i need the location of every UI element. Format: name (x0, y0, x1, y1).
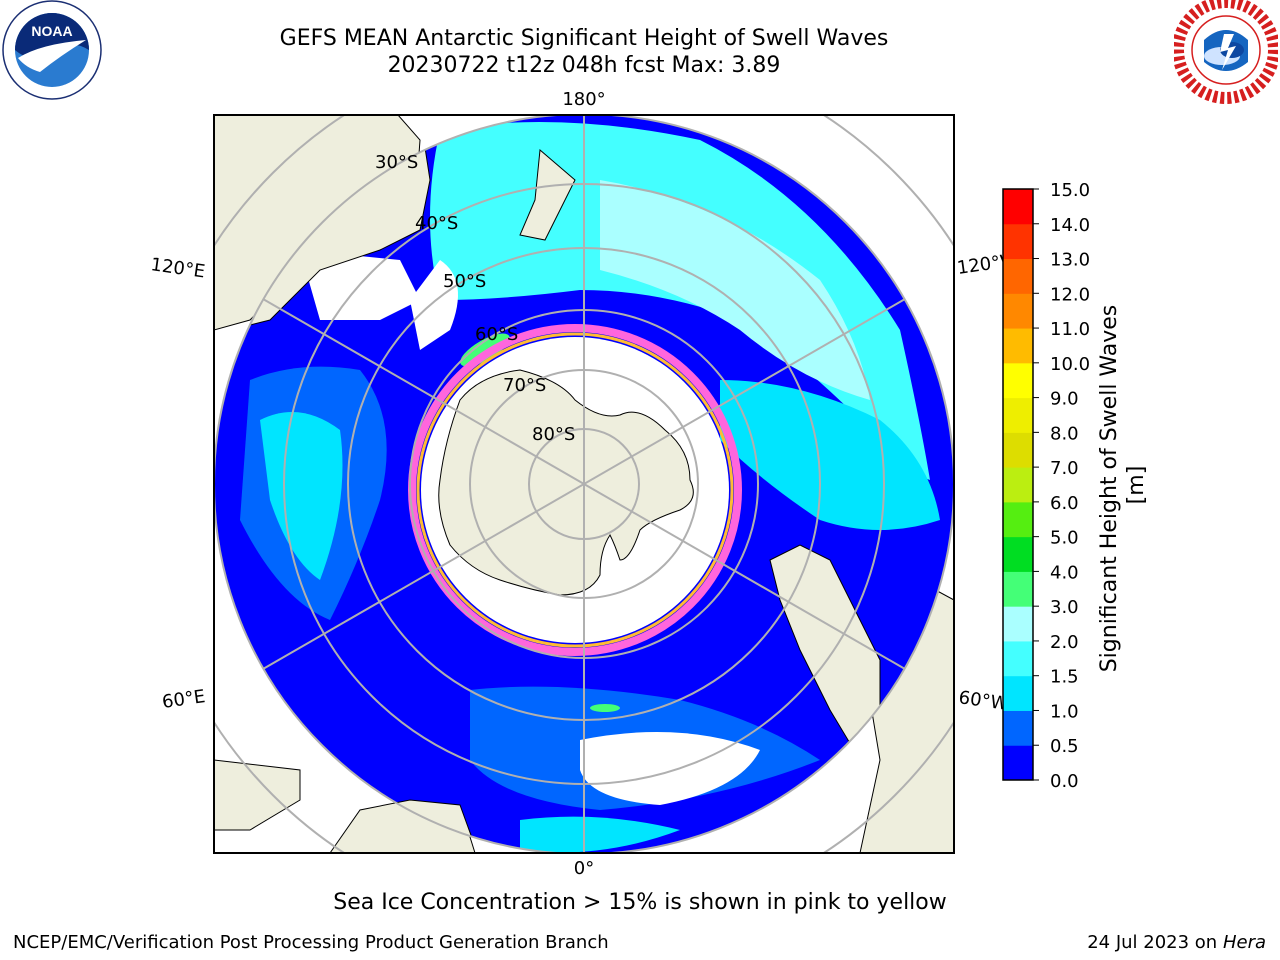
colorbar-swatch (1003, 432, 1033, 468)
colorbar-swatch (1003, 328, 1033, 364)
footer-date-text: 24 Jul 2023 on (1087, 932, 1223, 953)
footer-branch: NCEP/EMC/Verification Post Processing Pr… (13, 932, 609, 953)
colorbar-swatches (1003, 189, 1033, 781)
colorbar-swatch (1003, 710, 1033, 746)
colorbar-swatch (1003, 258, 1033, 294)
title-line-2: 20230722 t12z 048h fcst Max: 3.89 (387, 53, 781, 78)
colorbar-tick-label: 2.0 (1050, 632, 1079, 653)
lat-label-50s: 50°S (443, 271, 486, 292)
colorbar-swatch (1003, 223, 1033, 260)
colorbar-frame (1002, 188, 1034, 781)
colorbar-ticks: 0.0 0.5 1.0 1.5 2.0 3.0 4.0 5.0 6.0 7.0 8.0 9.0 10.0… (1033, 180, 1090, 792)
colorbar-tick-label: 1.0 (1050, 701, 1079, 722)
colorbar-tick-label: 1.5 (1050, 667, 1079, 688)
colorbar-tick-label: 0.0 (1050, 771, 1079, 792)
title-line-1: GEFS MEAN Antarctic Significant Height o… (279, 26, 889, 51)
colorbar-tick-label: 15.0 (1050, 180, 1090, 201)
colorbar-swatch (1003, 675, 1033, 711)
colorbar-tick-label: 6.0 (1050, 493, 1079, 514)
lat-label-80s: 80°S (532, 424, 575, 445)
lat-label-60s: 60°S (475, 324, 518, 345)
colorbar-tick-label: 7.0 (1050, 458, 1079, 479)
colorbar-swatch (1003, 293, 1033, 329)
footer-host: Hera (1222, 932, 1266, 953)
graticule (214, 115, 954, 853)
lat-label-40s: 40°S (415, 213, 458, 234)
map-frame (213, 114, 955, 854)
lon-label-bottom: 0° (574, 858, 594, 879)
colorbar-swatch (1003, 397, 1033, 433)
colorbar-tick-label: 12.0 (1050, 284, 1090, 305)
noaa-logo-text: NOAA (31, 23, 72, 39)
sea-ice-caption: Sea Ice Concentration > 15% is shown in … (333, 890, 947, 915)
colorbar-swatch (1003, 189, 1033, 225)
colorbar-tick-label: 0.5 (1050, 736, 1079, 757)
footer-date: 24 Jul 2023 on Hera (1087, 932, 1266, 953)
colorbar-swatch (1003, 571, 1033, 607)
colorbar-label: Significant Height of Swell Waves [m] (1097, 298, 1149, 673)
colorbar-swatch (1003, 362, 1033, 399)
colorbar-swatch (1003, 745, 1033, 781)
noaa-logo: NOAA (2, 0, 102, 100)
colorbar-swatch (1003, 536, 1033, 572)
colorbar-swatch (1003, 501, 1033, 538)
lon-label-top: 180° (562, 89, 605, 110)
colorbar-tick-label: 3.0 (1050, 597, 1079, 618)
colorbar-tick-label: 11.0 (1050, 319, 1090, 340)
colorbar-swatch (1003, 640, 1033, 677)
colorbar-tick-label: 10.0 (1050, 354, 1090, 375)
national-weather-service-logo (1174, 0, 1278, 104)
lat-label-70s: 70°S (503, 375, 546, 396)
colorbar-tick-label: 9.0 (1050, 389, 1079, 410)
colorbar-tick-label: 13.0 (1050, 250, 1090, 271)
colorbar-tick-label: 8.0 (1050, 423, 1079, 444)
colorbar-tick-label: 4.0 (1050, 562, 1079, 583)
colorbar-tick-label: 5.0 (1050, 528, 1079, 549)
colorbar-swatch (1003, 467, 1033, 503)
lat-label-30s: 30°S (375, 152, 418, 173)
colorbar-tick-label: 14.0 (1050, 215, 1090, 236)
colorbar-swatch (1003, 606, 1033, 642)
